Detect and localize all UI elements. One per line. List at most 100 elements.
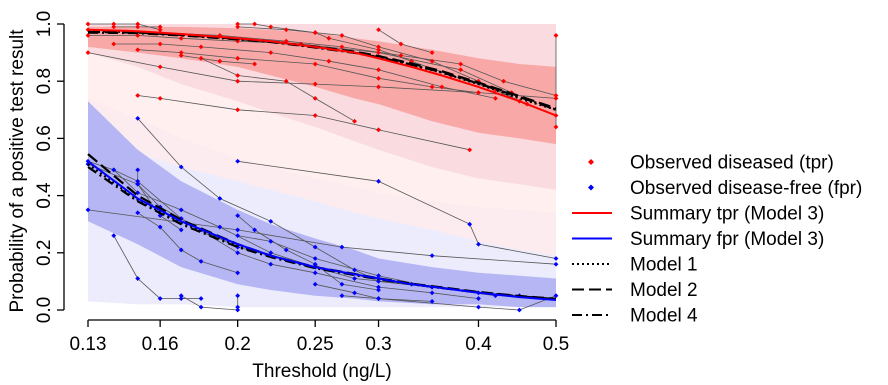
y-tick-label: 1.0 [34, 11, 55, 37]
tpr-point [178, 35, 184, 41]
tpr-point [111, 41, 117, 47]
fpr-point [235, 250, 241, 256]
y-axis-title: Probability of a positive test result [7, 29, 28, 313]
fpr-point [429, 253, 435, 259]
tpr-point [326, 58, 332, 64]
fpr-point [135, 210, 141, 216]
fpr-point [217, 224, 223, 230]
fpr-point [339, 293, 345, 299]
fpr-point [235, 307, 241, 313]
fpr-point [252, 227, 258, 233]
fpr-point [235, 244, 241, 250]
fpr-point [235, 227, 241, 233]
legend-label: Model 2 [630, 280, 698, 301]
tpr-point [376, 127, 381, 133]
fpr-point [376, 284, 381, 290]
tpr-point [439, 84, 445, 90]
tpr-point [217, 58, 223, 64]
x-axis-ticks: 0.13 0.16 0.2 0.25 0.3 0.4 0.5 [70, 320, 569, 355]
x-tick-label: 0.5 [543, 334, 569, 355]
tpr-point [198, 44, 204, 50]
tpr-point [376, 50, 381, 55]
tpr-point [339, 33, 345, 38]
fpr-point [178, 293, 184, 299]
confidence-bands [88, 24, 556, 308]
tpr-point [157, 24, 163, 30]
fpr-point [178, 216, 184, 221]
x-tick-label: 0.25 [297, 334, 334, 355]
fpr-point [235, 293, 241, 299]
tpr-point [85, 21, 91, 27]
tpr-point [352, 118, 357, 124]
y-tick-label: 0.0 [34, 297, 55, 323]
fpr-point [376, 279, 381, 284]
fpr-point [217, 196, 223, 201]
fpr-point [339, 281, 345, 287]
fpr-point [352, 290, 357, 296]
tpr-point [376, 27, 381, 33]
y-tick-label: 0.8 [34, 68, 55, 94]
x-tick-label: 0.4 [465, 334, 492, 355]
tpr-point [85, 33, 91, 38]
fpr-point [429, 290, 435, 296]
fpr-study-line [137, 169, 182, 231]
y-tick-label: 0.4 [34, 182, 55, 209]
fpr-point [516, 307, 522, 313]
tpr-point [198, 55, 204, 61]
fpr-point [476, 241, 481, 247]
tpr-point [553, 95, 559, 101]
tpr-model3-curve [87, 28, 557, 117]
tpr-point [135, 33, 141, 38]
fpr-point [553, 261, 559, 267]
tpr-point [135, 21, 141, 27]
tpr-point [429, 58, 435, 64]
tpr-point [376, 67, 381, 73]
tpr-point [339, 44, 345, 50]
tpr-study-line [113, 43, 496, 99]
tpr-point [429, 84, 435, 90]
fpr-point [198, 296, 204, 301]
tpr-point [553, 124, 559, 130]
fpr-study-line [237, 215, 379, 291]
fpr-study-line [87, 160, 479, 299]
tpr-point [235, 78, 241, 84]
fpr-point [178, 247, 184, 253]
fpr-point [135, 115, 141, 121]
x-axis-title: Threshold (ng/L) [252, 361, 391, 382]
tpr-point [157, 41, 163, 47]
tpr-point [476, 90, 481, 96]
fpr-point [268, 218, 274, 224]
legend-label: Observed diseased (tpr) [630, 153, 834, 174]
tpr-point [398, 53, 404, 58]
fpr-point [476, 304, 481, 310]
fpr-point [429, 299, 435, 304]
tpr-point [312, 95, 318, 101]
fpr-inner-band [88, 101, 556, 308]
tpr-point [235, 55, 241, 61]
fpr-point [376, 273, 381, 279]
fpr-point [157, 213, 163, 219]
fpr-point [111, 167, 117, 173]
tpr-point [135, 93, 141, 98]
tpr-point [135, 47, 141, 53]
fpr-point [85, 207, 91, 213]
tpr-point [178, 53, 184, 58]
fpr-point [268, 238, 274, 244]
x-tick-label: 0.3 [365, 334, 391, 355]
tpr-point [312, 61, 318, 67]
fpr-point [135, 190, 141, 196]
fpr-point [268, 261, 274, 267]
tpr-point [312, 113, 318, 118]
y-tick-label: 0.6 [34, 125, 55, 151]
fpr-point [553, 256, 559, 261]
fpr-point [235, 233, 241, 239]
tpr-point [252, 21, 258, 27]
tpr-point [376, 44, 381, 50]
fpr-point [198, 258, 204, 264]
fpr-point [312, 244, 318, 250]
tpr-inner-band [88, 26, 556, 145]
fpr-point [467, 221, 473, 227]
tpr-point [283, 78, 289, 84]
tpr-point [376, 47, 381, 53]
